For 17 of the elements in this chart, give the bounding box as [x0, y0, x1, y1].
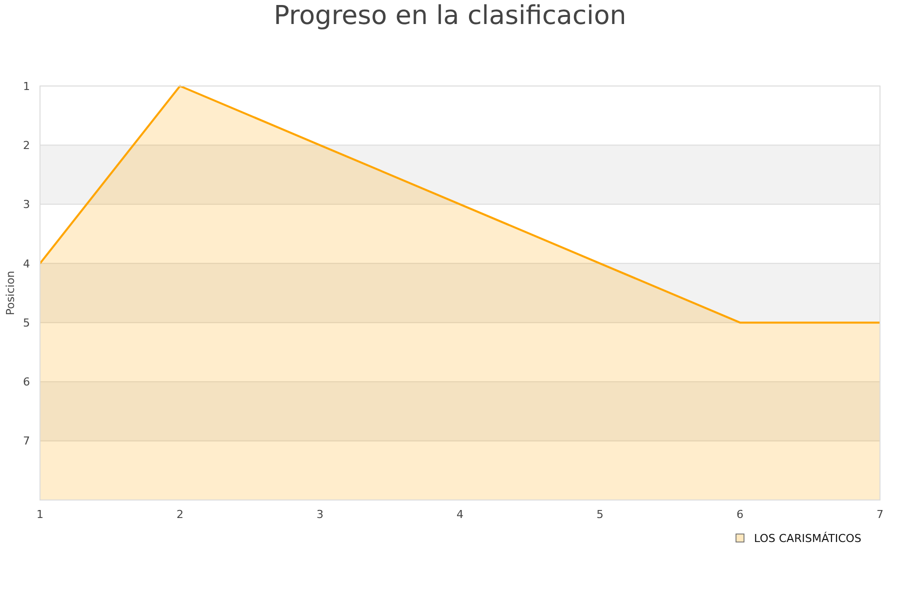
- x-tick-label: 5: [596, 508, 604, 521]
- x-tick-label: 6: [736, 508, 744, 521]
- y-tick-label: 5: [23, 316, 30, 330]
- x-tick-label: 3: [316, 508, 324, 521]
- chart-title: Progreso en la clasificacion: [274, 1, 626, 31]
- legend-label: LOS CARISMÁTICOS: [754, 531, 862, 545]
- y-tick-label: 2: [23, 138, 30, 152]
- y-tick-label: 3: [23, 198, 30, 212]
- y-tick-label: 6: [23, 376, 30, 389]
- x-tick-label: 7: [876, 508, 884, 521]
- x-tick-label: 2: [176, 508, 184, 521]
- y-tick-label: 7: [23, 434, 30, 448]
- y-tick-label: 1: [23, 80, 30, 93]
- x-tick-label: 4: [456, 508, 464, 521]
- y-axis-title: Posicion: [4, 270, 17, 316]
- x-tick-label: 1: [36, 508, 44, 521]
- y-tick-label: 4: [23, 257, 30, 270]
